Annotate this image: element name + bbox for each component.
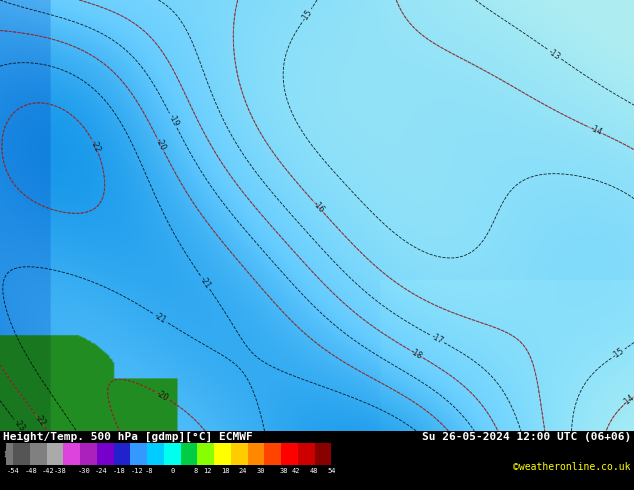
Text: 38: 38 [280, 467, 288, 474]
Bar [298, 443, 314, 466]
Bar [214, 443, 231, 466]
Text: -19: -19 [166, 113, 180, 128]
Text: 0: 0 [170, 467, 174, 474]
Text: -14: -14 [621, 393, 634, 408]
Text: -13: -13 [547, 47, 562, 62]
Bar [147, 443, 164, 466]
Text: 48: 48 [309, 467, 318, 474]
Bar [97, 443, 113, 466]
Bar [231, 443, 248, 466]
Text: -21: -21 [152, 311, 167, 325]
Bar [181, 443, 197, 466]
Text: -22: -22 [32, 413, 47, 428]
Text: -20: -20 [155, 389, 170, 403]
Bar [248, 443, 264, 466]
Text: 24: 24 [239, 467, 247, 474]
Text: -14: -14 [588, 124, 604, 137]
Text: -16: -16 [311, 199, 326, 215]
Text: -21: -21 [198, 275, 212, 290]
Text: -20: -20 [153, 137, 167, 152]
Bar [281, 443, 298, 466]
Bar [47, 443, 63, 466]
Bar [197, 443, 214, 466]
Text: 42: 42 [292, 467, 301, 474]
Text: -17: -17 [429, 332, 444, 345]
Text: -8: -8 [145, 467, 153, 474]
Text: -15: -15 [611, 346, 626, 361]
Text: -23: -23 [11, 418, 27, 434]
Text: 30: 30 [256, 467, 265, 474]
Bar [164, 443, 181, 466]
Text: -54: -54 [7, 467, 20, 474]
Text: -12: -12 [131, 467, 143, 474]
Text: ©weatheronline.co.uk: ©weatheronline.co.uk [514, 462, 631, 472]
Bar [264, 443, 281, 466]
Bar [314, 443, 332, 466]
Bar [30, 443, 47, 466]
Text: 8: 8 [194, 467, 198, 474]
Text: -30: -30 [77, 467, 90, 474]
Text: -42: -42 [42, 467, 55, 474]
Bar [6, 443, 13, 466]
Text: 54: 54 [327, 467, 335, 474]
Text: Su 26-05-2024 12:00 UTC (06+06): Su 26-05-2024 12:00 UTC (06+06) [422, 432, 631, 442]
Text: Height/Temp. 500 hPa [gdmp][°C] ECMWF: Height/Temp. 500 hPa [gdmp][°C] ECMWF [3, 432, 253, 442]
Bar [131, 443, 147, 466]
Bar [113, 443, 131, 466]
Text: -18: -18 [409, 347, 424, 361]
Text: -15: -15 [299, 8, 314, 24]
Bar [63, 443, 80, 466]
Text: 12: 12 [204, 467, 212, 474]
Text: -24: -24 [95, 467, 108, 474]
Bar [80, 443, 97, 466]
Text: -22: -22 [89, 139, 102, 153]
Text: -38: -38 [54, 467, 67, 474]
Bar [13, 443, 30, 466]
Text: -18: -18 [113, 467, 126, 474]
Text: -48: -48 [25, 467, 37, 474]
Text: 18: 18 [221, 467, 230, 474]
